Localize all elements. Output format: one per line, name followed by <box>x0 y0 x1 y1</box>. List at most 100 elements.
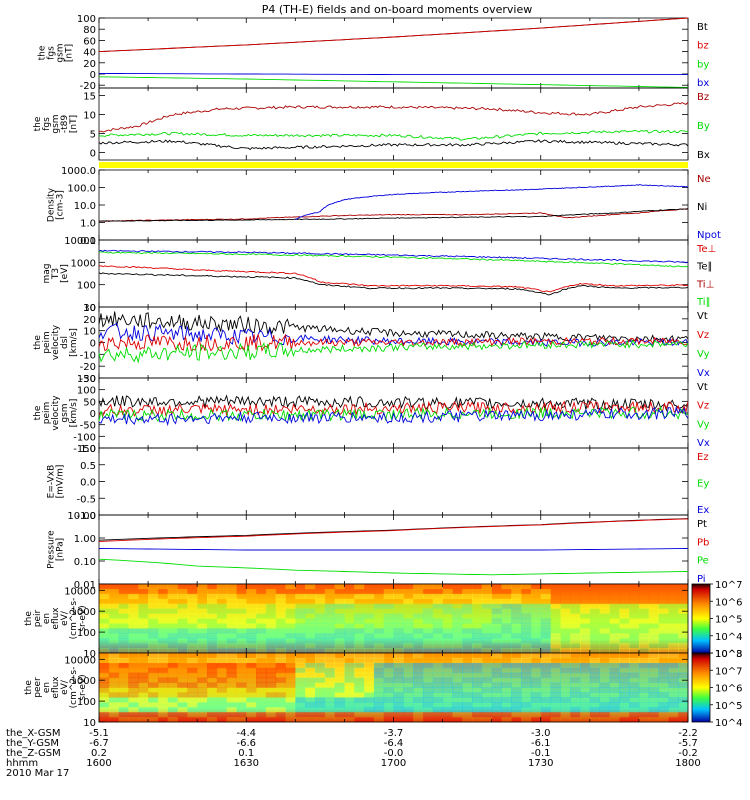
heatmap-cell <box>383 653 394 659</box>
heatmap-cell <box>373 633 385 639</box>
heatmap-cell <box>373 682 385 688</box>
y-tick-label: 0.10 <box>74 557 96 568</box>
heatmap-cell <box>256 584 267 590</box>
heatmap-cell <box>491 608 502 614</box>
heatmap-cell <box>148 697 159 703</box>
heatmap-cell <box>619 692 630 698</box>
heatmap-cell <box>373 677 385 683</box>
heatmap-cell <box>422 643 434 649</box>
heatmap-cell <box>324 707 336 713</box>
heatmap-cell <box>167 707 178 713</box>
heatmap-cell <box>295 603 306 610</box>
heatmap-cell <box>305 648 316 654</box>
heatmap-cell <box>354 677 365 683</box>
heatmap-cell <box>599 692 610 698</box>
heatmap-cell <box>334 593 345 600</box>
heatmap-cell <box>148 603 159 610</box>
heatmap-cell <box>472 603 483 610</box>
heatmap-cell <box>609 677 620 683</box>
heatmap-cell <box>373 643 385 649</box>
y-tick-label: 80 <box>83 25 96 36</box>
legend-entry: Vt <box>697 311 708 322</box>
heatmap-cell <box>236 584 247 590</box>
heatmap-cell <box>403 633 414 639</box>
heatmap-cell <box>442 702 453 708</box>
heatmap-cell <box>540 662 552 669</box>
heatmap-cell <box>462 588 473 595</box>
heatmap-cell <box>648 628 659 634</box>
heatmap-cell <box>148 613 159 619</box>
heatmap-cell <box>638 707 650 713</box>
heatmap-cell <box>540 697 552 703</box>
heatmap-cell <box>216 638 228 644</box>
heatmap-cell <box>570 603 581 610</box>
heatmap-cell <box>138 697 149 703</box>
heatmap-cell <box>530 702 542 708</box>
heatmap-cell <box>413 618 424 624</box>
heatmap-cell <box>275 677 286 683</box>
heatmap-cell <box>619 623 630 629</box>
heatmap-cell <box>167 692 178 698</box>
heatmap-cell <box>521 667 532 674</box>
heatmap-cell <box>177 672 188 679</box>
y-tick-label: -150 <box>73 444 96 455</box>
heatmap-cell <box>256 657 267 664</box>
heatmap-cell <box>501 603 512 610</box>
heatmap-cell <box>619 598 630 605</box>
heatmap-cell <box>364 692 375 698</box>
heatmap-cell <box>275 667 286 674</box>
heatmap-cell <box>334 598 345 605</box>
heatmap-cell <box>422 672 434 679</box>
x-axis-value: -2.2 <box>678 728 698 739</box>
heatmap-cell <box>629 712 640 718</box>
legend-entry: Ez <box>697 452 709 463</box>
series-Bx <box>98 139 689 151</box>
heatmap-cell <box>560 687 571 693</box>
heatmap-cell <box>265 702 277 708</box>
heatmap-cell <box>334 588 345 595</box>
heatmap-cell <box>128 633 139 639</box>
heatmap-cell <box>619 608 630 614</box>
y-tick-label: 1.0 <box>80 444 96 455</box>
heatmap-cell <box>422 593 434 600</box>
heatmap-cell <box>305 638 316 644</box>
heatmap-cell <box>413 677 424 683</box>
heatmap-cell <box>295 628 306 634</box>
heatmap-cell <box>403 648 414 654</box>
heatmap-cell <box>187 707 198 713</box>
heatmap-cell <box>305 682 316 688</box>
heatmap-cell <box>501 697 512 703</box>
heatmap-cell <box>148 667 159 674</box>
heatmap-cell <box>99 682 110 688</box>
heatmap-cell <box>570 687 581 693</box>
heatmap-cell <box>589 677 601 683</box>
legend-entry: Bt <box>697 22 708 33</box>
data-gap-stripe <box>99 162 688 168</box>
heatmap-cell <box>177 648 188 654</box>
heatmap-cell <box>354 643 365 649</box>
heatmap-cell <box>530 618 542 624</box>
heatmap-cell <box>540 588 552 595</box>
heatmap-cell <box>285 702 296 708</box>
heatmap-cell <box>648 603 659 610</box>
heatmap-cell <box>511 653 522 659</box>
heatmap-cell <box>275 584 286 590</box>
heatmap-cell <box>678 588 689 595</box>
heatmap-cell <box>540 657 552 664</box>
heatmap-cell <box>236 633 247 639</box>
heatmap-cell <box>442 623 453 629</box>
heatmap-cell <box>177 662 188 669</box>
heatmap-cell <box>256 653 267 659</box>
heatmap-cell <box>285 662 296 669</box>
heatmap-cell <box>442 662 453 669</box>
heatmap-cell <box>511 682 522 688</box>
heatmap-cell <box>128 584 139 590</box>
legend-entry: Vy <box>697 419 710 430</box>
heatmap-cell <box>393 648 404 654</box>
heatmap-cell <box>334 648 345 654</box>
heatmap-cell <box>226 682 237 688</box>
heatmap-cell <box>638 662 650 669</box>
heatmap-cell <box>678 687 689 693</box>
heatmap-cell <box>432 677 444 683</box>
